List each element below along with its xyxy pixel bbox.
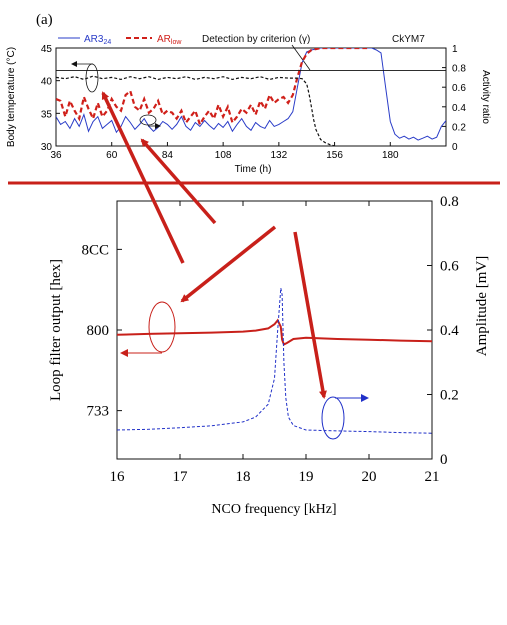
y2-tick-label-a: 0.2 bbox=[452, 122, 466, 133]
ticks-b: 16 17 18 19 20 210 0.2 0.4 0.6 0.8 733 800 8CC bbox=[81, 194, 459, 485]
y2-tick-label-a: 0.6 bbox=[452, 83, 466, 94]
x-axis-label-b: NCO frequency [kHz] bbox=[211, 502, 336, 517]
id-label: CkYM7 bbox=[392, 34, 425, 45]
y2-tick-label-a: 0 bbox=[452, 142, 458, 153]
legend-ar: ARlow bbox=[157, 34, 182, 46]
callout-arrow-1 bbox=[101, 91, 185, 264]
x-tick-label-a: 132 bbox=[271, 150, 288, 161]
x-tick-label-a: 108 bbox=[215, 150, 232, 161]
y-tick-label-a: 30 bbox=[41, 142, 53, 153]
y2-tick-label-b: 0.4 bbox=[440, 323, 459, 339]
series-line-ar3 bbox=[56, 48, 446, 141]
x-tick-label-b: 21 bbox=[425, 469, 440, 485]
x-tick-label-a: 156 bbox=[326, 150, 343, 161]
y-tick-label-a: 45 bbox=[41, 44, 53, 55]
y2-axis-label-a: Activity ratio bbox=[480, 70, 491, 124]
y2-tick-label-b: 0.6 bbox=[440, 259, 459, 275]
y-axis-label-b: Loop filter output [hex] bbox=[48, 259, 64, 401]
ellipse-amplitude bbox=[321, 396, 345, 440]
y2-tick-label-a: 0.4 bbox=[452, 103, 466, 114]
series-line-body-temperature bbox=[56, 75, 335, 146]
x-tick-label-a: 180 bbox=[382, 150, 399, 161]
y2-tick-label-b: 0.8 bbox=[440, 194, 459, 210]
annotation-pointer bbox=[291, 44, 311, 71]
callout-arrow-2 bbox=[140, 138, 217, 225]
detection-annotation: Detection by criterion (γ) bbox=[202, 34, 310, 45]
ticks-a: 36 60 84 108 132 156 180 30 35 40 45 0 0.2 0.4 0.6 0.8 1 bbox=[41, 44, 466, 161]
y-tick-label-b: 733 bbox=[87, 404, 110, 420]
x-tick-label-b: 17 bbox=[173, 469, 189, 485]
y2-axis-label-b: Amplitude [mV] bbox=[474, 256, 490, 356]
legend-a: AR324 ARlow bbox=[58, 34, 182, 46]
callout-arrows bbox=[101, 91, 327, 399]
x-tick-label-a: 60 bbox=[106, 150, 118, 161]
panel-label: (a) bbox=[36, 12, 53, 28]
ellipse-ar3 bbox=[139, 114, 157, 126]
y-tick-label-b: 800 bbox=[87, 323, 110, 339]
plot-frame-b bbox=[116, 200, 433, 460]
legend-ar3: AR324 bbox=[84, 34, 111, 46]
y2-tick-label-b: 0.2 bbox=[440, 388, 459, 404]
series-b bbox=[117, 288, 432, 434]
ellipse-loop-filter bbox=[148, 301, 176, 353]
panel-b: 16 17 18 19 20 210 0.2 0.4 0.6 0.8 733 800 8CC NCO f… bbox=[48, 194, 490, 517]
x-tick-label-b: 16 bbox=[110, 469, 126, 485]
y-tick-label-a: 40 bbox=[41, 77, 53, 88]
x-tick-label-b: 19 bbox=[299, 469, 314, 485]
x-tick-label-b: 18 bbox=[236, 469, 251, 485]
callout-arrow-4 bbox=[293, 231, 327, 399]
y2-tick-label-b: 0 bbox=[440, 452, 448, 468]
series-line-amplitude bbox=[117, 288, 432, 434]
series-a bbox=[56, 48, 446, 146]
series-line-loop-filter-output bbox=[117, 318, 432, 346]
x-axis-label-a: Time (h) bbox=[235, 164, 272, 175]
x-tick-label-a: 36 bbox=[50, 150, 62, 161]
x-tick-label-a: 84 bbox=[162, 150, 174, 161]
y-tick-label-b: 8CC bbox=[81, 242, 109, 258]
plot-frame-a bbox=[55, 47, 447, 147]
panel-a: (a) AR324 ARlow Detection by criterion (… bbox=[6, 12, 491, 175]
callout-arrow-3 bbox=[180, 225, 277, 303]
y-tick-label-a: 35 bbox=[41, 109, 53, 120]
x-tick-label-b: 20 bbox=[362, 469, 377, 485]
y2-tick-label-a: 1 bbox=[452, 44, 458, 55]
series-line-ar bbox=[56, 48, 368, 128]
y2-tick-label-a: 0.8 bbox=[452, 64, 466, 75]
y-axis-label-a: Body temperature (°C) bbox=[6, 47, 17, 147]
